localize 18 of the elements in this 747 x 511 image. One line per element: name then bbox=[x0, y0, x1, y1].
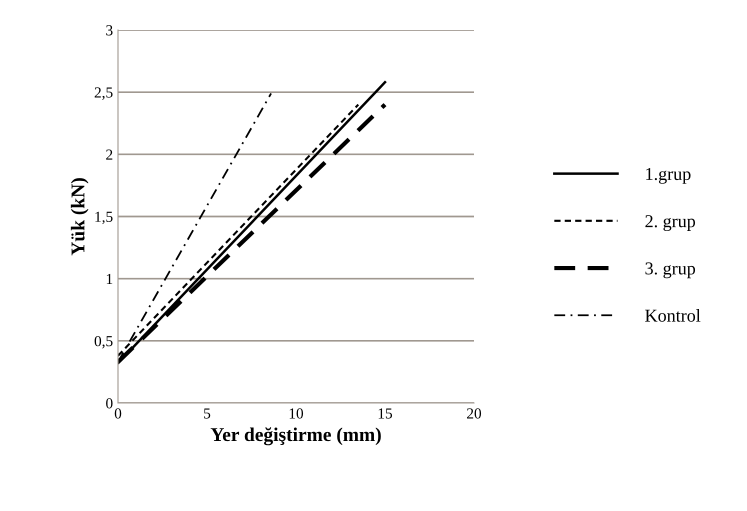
y-tick-label: 2 bbox=[106, 150, 112, 160]
x-tick-label: 0 bbox=[114, 408, 122, 419]
x-axis-title: Yer değiştirme (mm) bbox=[210, 427, 381, 446]
x-tick-label: 5 bbox=[204, 408, 210, 419]
legend-label: 2. grup bbox=[645, 215, 696, 232]
y-axis-title: Yük (kN) bbox=[70, 178, 88, 256]
legend-label: 1.grup bbox=[646, 168, 691, 184]
y-tick-label: 2,5 bbox=[94, 87, 113, 100]
legend-label: 3. grup bbox=[645, 262, 696, 278]
y-tick-label: 0,5 bbox=[94, 336, 113, 348]
x-tick-label: 20 bbox=[467, 408, 482, 419]
y-tick-label: 3 bbox=[106, 25, 113, 36]
y-tick-label: 1,5 bbox=[95, 212, 113, 224]
x-tick-label: 10 bbox=[290, 408, 304, 419]
y-tick-label: 0 bbox=[106, 398, 113, 408]
x-tick-label: 15 bbox=[378, 408, 392, 419]
y-tick-label: 1 bbox=[106, 274, 112, 284]
legend-label: Kontrol bbox=[645, 309, 700, 322]
